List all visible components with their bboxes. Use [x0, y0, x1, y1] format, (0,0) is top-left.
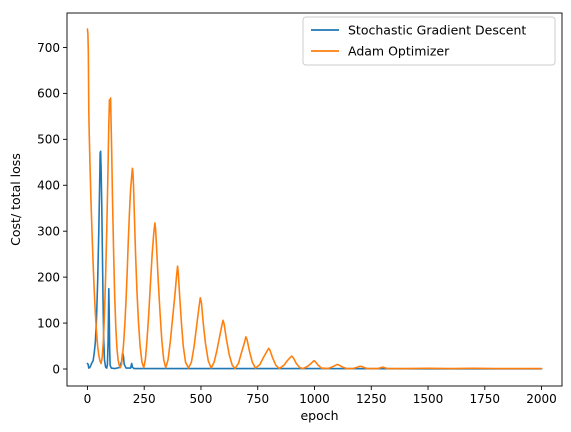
- y-tick-label: 0: [52, 362, 60, 376]
- x-tick-label: 1000: [299, 392, 330, 406]
- y-tick-label: 500: [37, 133, 60, 147]
- y-tick-label: 100: [37, 316, 60, 330]
- legend-label: Stochastic Gradient Descent: [348, 23, 526, 38]
- y-tick-label: 300: [37, 224, 60, 238]
- y-tick-label: 700: [37, 41, 60, 55]
- x-tick-label: 1750: [470, 392, 501, 406]
- x-tick-label: 250: [133, 392, 156, 406]
- x-tick-label: 1250: [356, 392, 387, 406]
- series-layer: [86, 28, 543, 370]
- legend-box: [302, 16, 556, 66]
- x-tick-label: 750: [246, 392, 269, 406]
- y-axis-label: Cost/ total loss: [8, 153, 23, 246]
- y-tick-label: 400: [37, 179, 60, 193]
- y-tick-label: 200: [37, 270, 60, 284]
- x-tick-label: 1500: [413, 392, 444, 406]
- legend: Stochastic Gradient Descent Adam Optimize…: [302, 16, 556, 66]
- series-line-sgd: [86, 150, 543, 370]
- x-tick-label: 500: [190, 392, 213, 406]
- series-line-adam: [86, 28, 543, 370]
- ticks-layer: 0 250 500 750 1000 1250 1500 1750 2000 0 100 200 300…: [37, 41, 557, 406]
- x-tick-label: 0: [84, 392, 92, 406]
- y-tick-label: 600: [37, 87, 60, 101]
- x-tick-label: 2000: [526, 392, 557, 406]
- x-axis-label: epoch: [300, 408, 338, 423]
- legend-label: Adam Optimizer: [348, 44, 450, 59]
